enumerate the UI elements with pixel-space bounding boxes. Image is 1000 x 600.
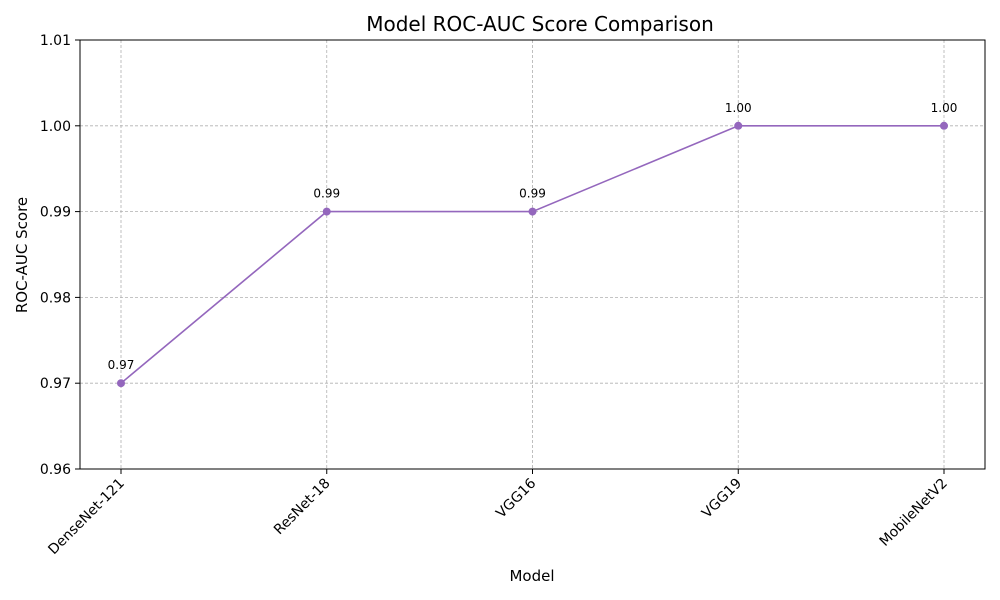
y-tick-label: 0.98 [40,290,71,306]
data-point [940,121,948,130]
y-tick-label: 0.96 [40,462,71,478]
grid-lines [80,39,985,470]
data-label: 0.99 [313,187,340,201]
data-point [734,121,743,130]
chart-title: Model ROC-AUC Score Comparison [366,12,714,36]
x-tick-label: VGG16 [493,475,539,521]
axis-ticks: 0.96 0.97 0.98 0.99 1.00 1.01 DenseNet-121 ResN… [40,33,951,558]
plot-area-frame [79,39,986,470]
y-axis-label: ROC-AUC Score [13,197,31,313]
x-axis-label: Model [509,567,554,585]
series-line [120,125,944,384]
data-label: 0.99 [519,187,546,201]
y-tick-label: 0.99 [40,205,71,221]
data-point [528,207,537,216]
data-label: 1.00 [725,101,752,115]
y-tick-label: 1.00 [40,119,71,135]
data-point [117,379,125,388]
x-tick-label: ResNet-18 [271,476,334,539]
data-labels: 0.97 0.99 0.99 1.00 1.00 [108,101,958,372]
x-tick-label: VGG19 [699,476,745,522]
data-label: 0.97 [108,358,135,372]
y-tick-label: 0.97 [40,376,71,392]
x-tick-label: MobileNetV2 [877,476,951,550]
series-roc-auc [117,121,948,388]
x-tick-label: DenseNet-121 [45,476,127,558]
data-label: 1.00 [931,101,958,115]
y-tick-label: 1.01 [40,33,71,49]
data-point [322,207,331,216]
